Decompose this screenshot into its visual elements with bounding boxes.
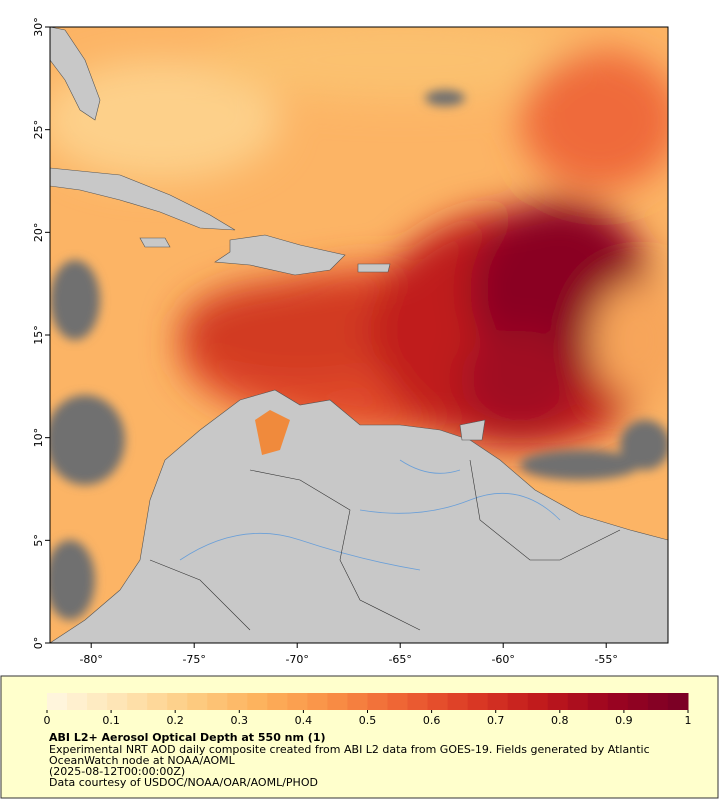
no-data-cloud [50, 90, 668, 620]
colorbar: 0 0.1 0.2 0.3 0.4 0.5 0.6 0.7 0.8 0.9 1 [44, 693, 692, 727]
aod-plume [50, 27, 668, 450]
x-tick-label: -75° [182, 653, 205, 666]
colorbar-tick-label: 0.3 [231, 714, 249, 727]
caption-line: Experimental NRT AOD daily composite cre… [49, 743, 650, 756]
x-tick-label: -70° [285, 653, 308, 666]
caption-title: ABI L2+ Aerosol Optical Depth at 550 nm … [49, 731, 326, 744]
colorbar-step [287, 693, 308, 710]
y-tick-label: 15° [32, 325, 45, 345]
colorbar-tick-label: 0.7 [487, 714, 505, 727]
colorbar-step [487, 693, 509, 710]
y-tick-label: 10° [32, 428, 45, 448]
colorbar-step [307, 693, 328, 710]
colorbar-step [467, 693, 489, 710]
colorbar-step [327, 693, 348, 710]
colorbar-tick-label: 0 [44, 714, 51, 727]
colorbar-tick-label: 0.1 [102, 714, 120, 727]
colorbar-step [67, 693, 88, 710]
y-tick-label: 0° [32, 637, 45, 650]
x-tick-label: -55° [594, 653, 617, 666]
colorbar-step [227, 693, 248, 710]
borders [149, 459, 621, 631]
colorbar-step [567, 693, 589, 710]
colorbar-step [87, 693, 108, 710]
x-tick-label: -65° [388, 653, 411, 666]
colorbar-step [667, 693, 689, 710]
colorbar-step [147, 693, 168, 710]
x-tick-label: -60° [491, 653, 514, 666]
colorbar-step [367, 693, 389, 710]
colorbar-step [507, 693, 529, 710]
colorbar-step [47, 693, 68, 710]
colorbar-step [587, 693, 609, 710]
colorbar-tick-label: 0.5 [359, 714, 377, 727]
caption-line: OceanWatch node at NOAA/AOML [49, 754, 236, 767]
colorbar-step [167, 693, 188, 710]
colorbar-tick-label: 0.8 [551, 714, 569, 727]
caption-line: (2025-08-12T00:00:00Z) [49, 765, 185, 778]
colorbar-step [447, 693, 469, 710]
y-tick-label: 25° [32, 120, 45, 140]
colorbar-step [267, 693, 288, 710]
land [50, 27, 668, 643]
colorbar-step [347, 693, 368, 710]
colorbar-step [187, 693, 208, 710]
colorbar-step [107, 693, 128, 710]
colorbar-step [547, 693, 569, 710]
axes: -80° -75° -70° -65° -60° -55° 0° 5° 10° 15° 20° 25°… [32, 17, 618, 666]
colorbar-step [207, 693, 228, 710]
colorbar-tick-label: 0.2 [166, 714, 184, 727]
colorbar-step [387, 693, 409, 710]
x-tick-label: -80° [79, 653, 102, 666]
colorbar-tick-label: 0.9 [615, 714, 633, 727]
colorbar-step [627, 693, 649, 710]
colorbar-step [127, 693, 148, 710]
rivers [179, 459, 561, 571]
y-tick-label: 30° [32, 17, 45, 37]
colorbar-step [407, 693, 429, 710]
colorbar-tick-label: 0.4 [295, 714, 313, 727]
map [50, 27, 668, 643]
colorbar-step [247, 693, 268, 710]
y-tick-label: 5° [32, 534, 45, 547]
colorbar-step [427, 693, 449, 710]
y-tick-label: 20° [32, 223, 45, 243]
caption-line: Data courtesy of USDOC/NOAA/OAR/AOML/PHO… [49, 776, 318, 789]
colorbar-tick-label: 0.6 [423, 714, 441, 727]
colorbar-step [527, 693, 549, 710]
colorbar-tick-label: 1 [685, 714, 692, 727]
colorbar-step [607, 693, 629, 710]
colorbar-step [647, 693, 669, 710]
